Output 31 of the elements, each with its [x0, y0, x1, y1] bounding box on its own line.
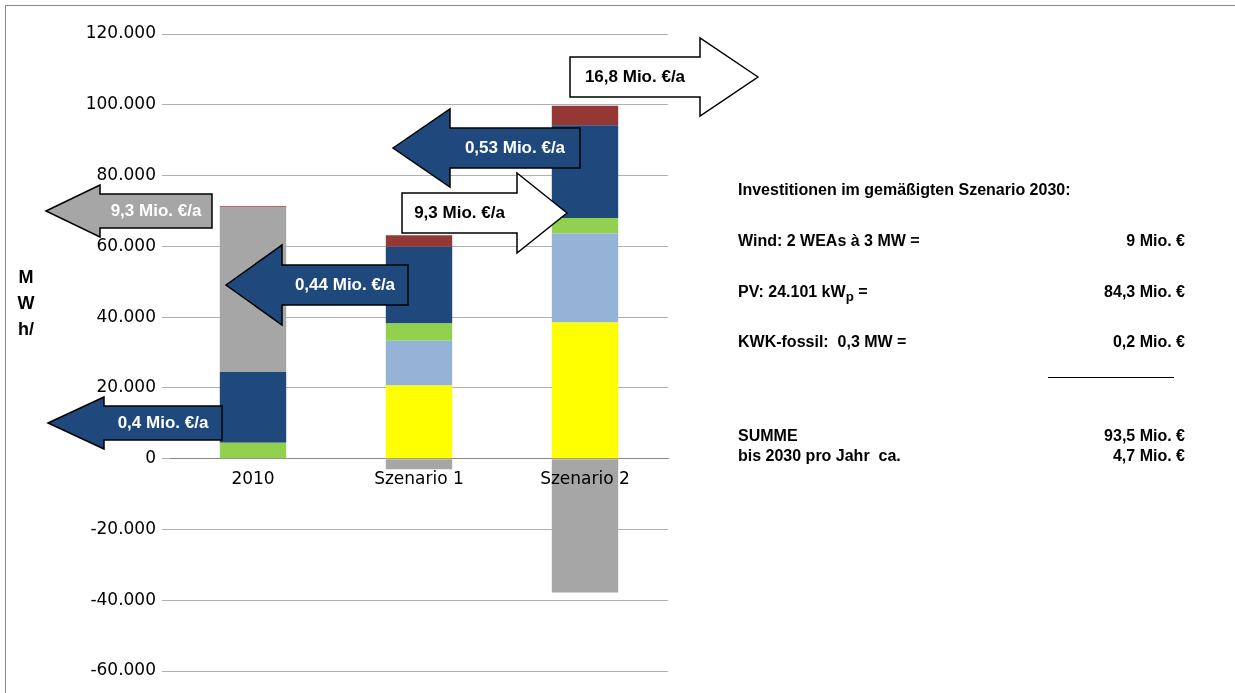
text: 4,7 Mio. €: [1112, 447, 1185, 465]
y-axis-title: MWh/: [16, 266, 36, 341]
y-tick-label: 40.000: [96, 305, 156, 326]
annotation: 9,3 Mio. €/a: [110, 201, 202, 221]
text: KWK-fossil: 0,3 MW =: [738, 333, 907, 351]
text: Wind: 2 WEAs à 3 MW =: [738, 232, 920, 250]
annotation: 16,8 Mio. €/a: [584, 67, 686, 87]
text: 84,3 Mio. €: [1104, 283, 1185, 301]
y-tick-label: -40.000: [90, 588, 156, 609]
text: 93,5 Mio. €: [1104, 427, 1185, 445]
x-tick-label: Szenario 1: [374, 467, 464, 488]
text: SUMME: [738, 427, 798, 445]
text: PV: 24.101 kW$_{p}$ =: [738, 283, 868, 305]
y-tick-label: -20.000: [90, 517, 156, 538]
annotation: 0,4 Mio. €/a: [117, 413, 209, 433]
y-tick-label: 120.000: [85, 22, 156, 43]
text: Investitionen im gemäßigten Szenario 2030:: [738, 181, 1071, 199]
text: 9 Mio. €: [1126, 232, 1185, 250]
annotation: 0,53 Mio. €/a: [464, 138, 566, 158]
annotation: 0,44 Mio. €/a: [294, 275, 396, 295]
y-tick-label: 80.000: [96, 163, 156, 184]
text: 0,2 Mio. €: [1112, 333, 1185, 351]
y-tick-label: 100.000: [85, 93, 156, 114]
text: bis 2030 pro Jahr ca.: [738, 447, 901, 465]
y-tick-label: 0: [145, 447, 156, 468]
x-tick-label: Szenario 2: [540, 467, 630, 488]
x-tick-label: 2010: [231, 467, 275, 488]
y-tick-label: -60.000: [90, 659, 156, 680]
y-tick-label: 20.000: [96, 376, 156, 397]
y-tick-label: 60.000: [96, 234, 156, 255]
annotation: 9,3 Mio. €/a: [414, 203, 505, 223]
